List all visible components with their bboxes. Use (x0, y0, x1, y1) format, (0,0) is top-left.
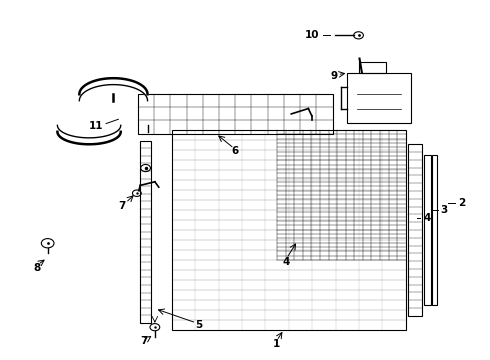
Bar (360, 62, 386, 73)
Text: 9: 9 (330, 71, 337, 81)
Text: 3: 3 (440, 205, 447, 215)
Text: 8: 8 (33, 262, 41, 273)
Text: 10: 10 (305, 30, 319, 40)
Text: 6: 6 (232, 147, 239, 157)
Bar (140, 141, 151, 323)
Bar (408, 144, 422, 316)
Bar (347, 73, 411, 123)
Text: 5: 5 (195, 320, 202, 330)
Text: 4: 4 (283, 257, 290, 267)
Bar (138, 94, 333, 134)
Text: 1: 1 (273, 339, 280, 349)
Bar (424, 155, 431, 305)
Text: 2: 2 (458, 198, 466, 208)
Text: 7: 7 (141, 337, 148, 346)
Text: 4: 4 (423, 212, 430, 222)
Text: 11: 11 (89, 121, 104, 131)
Text: 7: 7 (119, 201, 126, 211)
Bar (172, 130, 406, 330)
Bar (432, 155, 437, 305)
